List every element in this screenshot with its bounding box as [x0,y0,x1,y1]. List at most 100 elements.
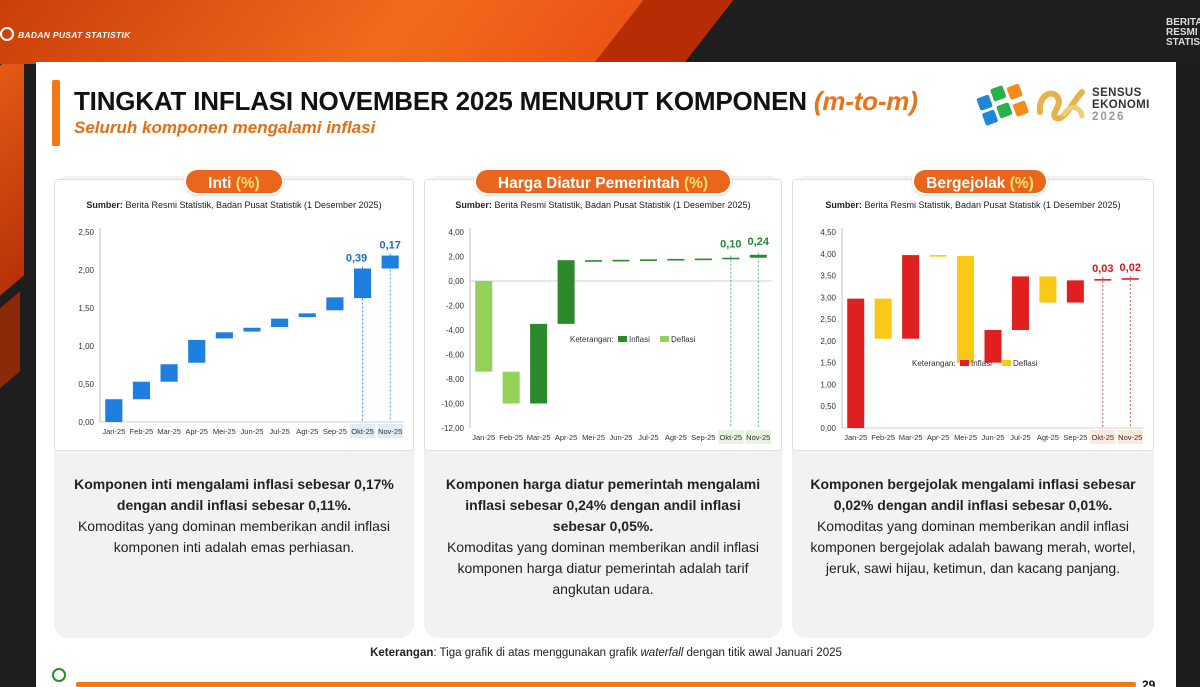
bar-Feb-25 [874,298,892,339]
panel-title-bergejolak-text: Bergejolak [926,175,1006,192]
source-inti: Sumber: Berita Resmi Statistik, Badan Pu… [54,200,414,210]
data-label: 0,39 [346,252,367,264]
data-label: 0,17 [379,240,400,252]
y-tick-label: 4,00 [448,228,464,237]
x-tick-label: Nov-25 [378,427,402,436]
source-label: Sumber: [455,200,492,210]
description-bold: Komponen harga diatur pemerintah mengala… [445,476,761,534]
y-tick-label: -2,00 [446,302,465,311]
edit-pencil-icon[interactable] [52,668,66,682]
source-bergejolak: Sumber: Berita Resmi Statistik, Badan Pu… [792,200,1154,210]
x-tick-label: Jan-25 [102,427,125,436]
x-tick-label: Mar-25 [157,427,181,436]
panel-title-harga-diatur: Harga Diatur Pemerintah (%) [474,168,732,195]
x-tick-label: Mei-25 [213,427,236,436]
sensus-ekonomi-wordmark: SENSUS EKONOMI 2026 [1092,87,1150,123]
bar-Agt-25 [667,258,685,261]
sensus-line2: EKONOMI [1092,99,1150,111]
highlight-bg [745,430,771,444]
y-tick-label: 4,00 [820,250,836,259]
legend-swatch-inflasi [618,336,627,342]
y-tick-label: 0,00 [78,418,94,427]
bar-Okt-25 [722,257,740,260]
bar-Jul-25 [639,259,657,261]
page-subtitle: Seluruh komponen mengalami inflasi [74,118,376,137]
y-tick-label: 1,00 [78,342,94,351]
bps-emblem-icon [0,27,14,41]
y-tick-label: 3,00 [820,293,836,302]
legend-swatch-deflasi [1002,360,1011,366]
y-tick-label: 3,50 [820,272,836,281]
left-stripe [0,64,24,313]
y-tick-label: 0,50 [820,402,836,411]
description-harga-diatur: Komponen harga diatur pemerintah mengala… [440,474,766,600]
left-decoration [0,64,40,687]
y-tick-label: 2,50 [820,315,836,324]
x-tick-label: Jan-25 [472,433,495,442]
title-suffix: (m-to-m) [813,86,918,116]
description-bold: Komponen inti mengalami inflasi sebesar … [74,476,394,513]
y-tick-label: 0,00 [820,424,836,433]
x-tick-label: Okt-25 [720,433,743,442]
note-post: dengan titik awal Januari 2025 [683,647,842,659]
x-tick-label: Feb-25 [130,427,154,436]
bps-logo-icon [976,83,1029,126]
bar-Apr-25 [557,260,575,324]
legend-swatch-deflasi [660,336,669,342]
y-tick-label: 2,00 [448,253,464,262]
panel-title-harga-pct: (%) [683,175,709,192]
y-tick-label: -12,00 [441,424,464,433]
description-bergejolak: Komponen bergejolak mengalami inflasi se… [806,474,1140,579]
panel-title-bergejolak-pct: (%) [1009,175,1034,192]
x-tick-label: Apr-25 [927,433,950,442]
highlight-bg [1117,430,1143,444]
x-tick-label: Mei-25 [954,433,977,442]
bar-Mar-25 [530,323,548,404]
data-label: 0,10 [720,239,741,251]
y-tick-label: 0,00 [448,277,464,286]
data-label: 0,02 [1120,262,1141,274]
x-tick-label: Agt-25 [1037,433,1059,442]
description-text: Komoditas yang dominan memberikan andil … [810,518,1136,576]
x-tick-label: Agt-25 [296,427,318,436]
chart-harga-diatur: 4,00 2,00 0,00 -2,00 -4,00 -6,00 -8,00 -10,00 -1… [441,228,772,444]
description-text: Komoditas yang dominan memberikan andil … [77,518,391,555]
x-tick-label: Okt-25 [1092,433,1115,442]
y-tick-label: -4,00 [446,326,465,335]
chart-bergejolak: 0,00 0,50 1,00 1,50 2,00 2,50 3,00 3,50 4,00 4,50… [820,228,1144,444]
highlight-bg [349,424,376,438]
bar-Nov-25 [1121,278,1139,280]
x-tick-label: Sep-25 [691,433,715,442]
bar-Jul-25 [1011,276,1029,330]
legend-label-deflasi: Deflasi [1013,359,1038,368]
highlight-bg [1090,430,1116,444]
source-text: Berita Resmi Statistik, Badan Pusat Stat… [864,200,1121,210]
bar-Jun-25 [612,259,630,262]
bar-Mar-25 [160,364,178,382]
bar-Jan-25 [475,281,493,372]
sensus-ekonomi-logo-icon [1036,89,1085,122]
bar-Sep-25 [326,297,344,311]
x-tick-label: Apr-25 [555,433,578,442]
x-tick-label: Jul-25 [269,427,289,436]
panel-title-inti-pct: (%) [235,175,260,192]
highlight-bg [718,430,744,444]
x-tick-label: Okt-25 [351,427,374,436]
sensus-year: 2026 [1092,111,1126,123]
panel-title-inti: Inti (%) [184,168,284,195]
left-stripe-dark [0,291,20,397]
bar-Jun-25 [984,330,1002,363]
x-tick-label: Jun-25 [610,433,633,442]
y-tick-label: 1,50 [820,359,836,368]
legend-title: Keterangan: [912,359,956,368]
org-name: BADAN PUSAT STATISTIK [18,30,131,40]
x-tick-label: Jun-25 [241,427,264,436]
page-number: 29 [1142,678,1156,687]
bar-Jun-25 [243,327,261,332]
bar-Apr-25 [929,255,947,257]
chart-inti: 0,00 0,50 1,00 1,50 2,00 2,50 Jan-25 Feb-25 Mar-… [78,228,404,438]
source-label: Sumber: [86,200,123,210]
y-tick-label: -6,00 [446,351,465,360]
description-bold: Komponen bergejolak mengalami inflasi se… [810,476,1136,513]
data-label: 0,03 [1092,263,1113,275]
